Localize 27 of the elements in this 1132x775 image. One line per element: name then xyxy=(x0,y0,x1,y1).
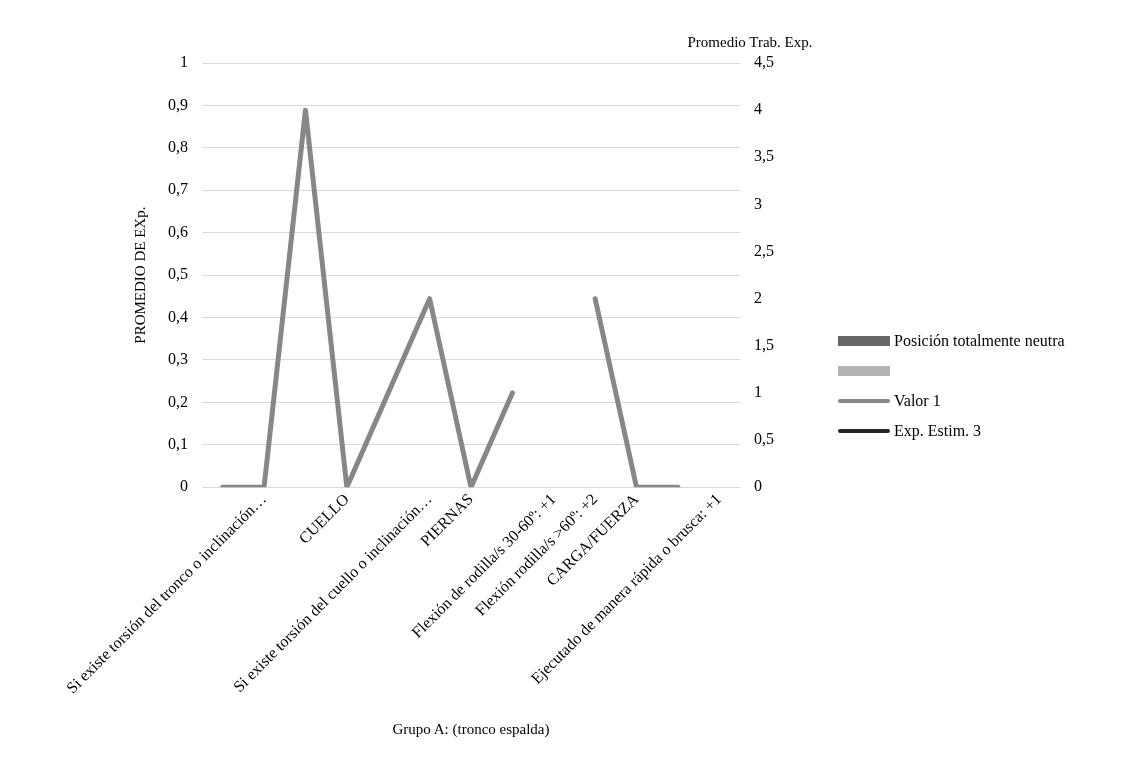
y2-tick-label: 2,5 xyxy=(754,241,774,259)
y2-axis-title: Promedio Trab. Exp. xyxy=(687,34,813,50)
y-tick-label: 1 xyxy=(180,53,188,71)
y-tick-label: 0,3 xyxy=(168,350,188,368)
legend-label: Valor 1 xyxy=(894,392,941,410)
y2-tick-label: 1 xyxy=(754,383,762,401)
y2-tick-label: 4,5 xyxy=(754,53,774,71)
y2-tick-label: 0,5 xyxy=(754,430,774,448)
y2-tick-label: 0 xyxy=(754,477,762,495)
y-tick-label: 0 xyxy=(180,477,188,495)
x-axis-title: Grupo A: (tronco espalda) xyxy=(392,720,550,738)
y-tick-label: 0,5 xyxy=(168,265,188,283)
y-tick-label: 0,8 xyxy=(168,138,188,156)
y-tick-label: 0,1 xyxy=(168,435,188,453)
legend-label: Exp. Estim. 3 xyxy=(894,422,982,440)
y2-tick-label: 3,5 xyxy=(754,147,774,165)
y2-tick-label: 3 xyxy=(754,194,762,212)
y-tick-label: 0,2 xyxy=(168,392,188,410)
y-axis-title: PROMEDIO DE EXp. xyxy=(131,206,148,344)
y-tick-label: 0,4 xyxy=(168,307,188,325)
y-tick-label: 0,9 xyxy=(168,95,188,113)
y2-tick-label: 4 xyxy=(754,100,762,118)
y2-tick-label: 1,5 xyxy=(754,336,774,354)
y-tick-label: 0,6 xyxy=(168,222,188,240)
y-tick-label: 0,7 xyxy=(168,180,188,198)
legend-label: Posición totalmente neutra xyxy=(894,332,1065,350)
y2-tick-label: 2 xyxy=(754,288,762,306)
